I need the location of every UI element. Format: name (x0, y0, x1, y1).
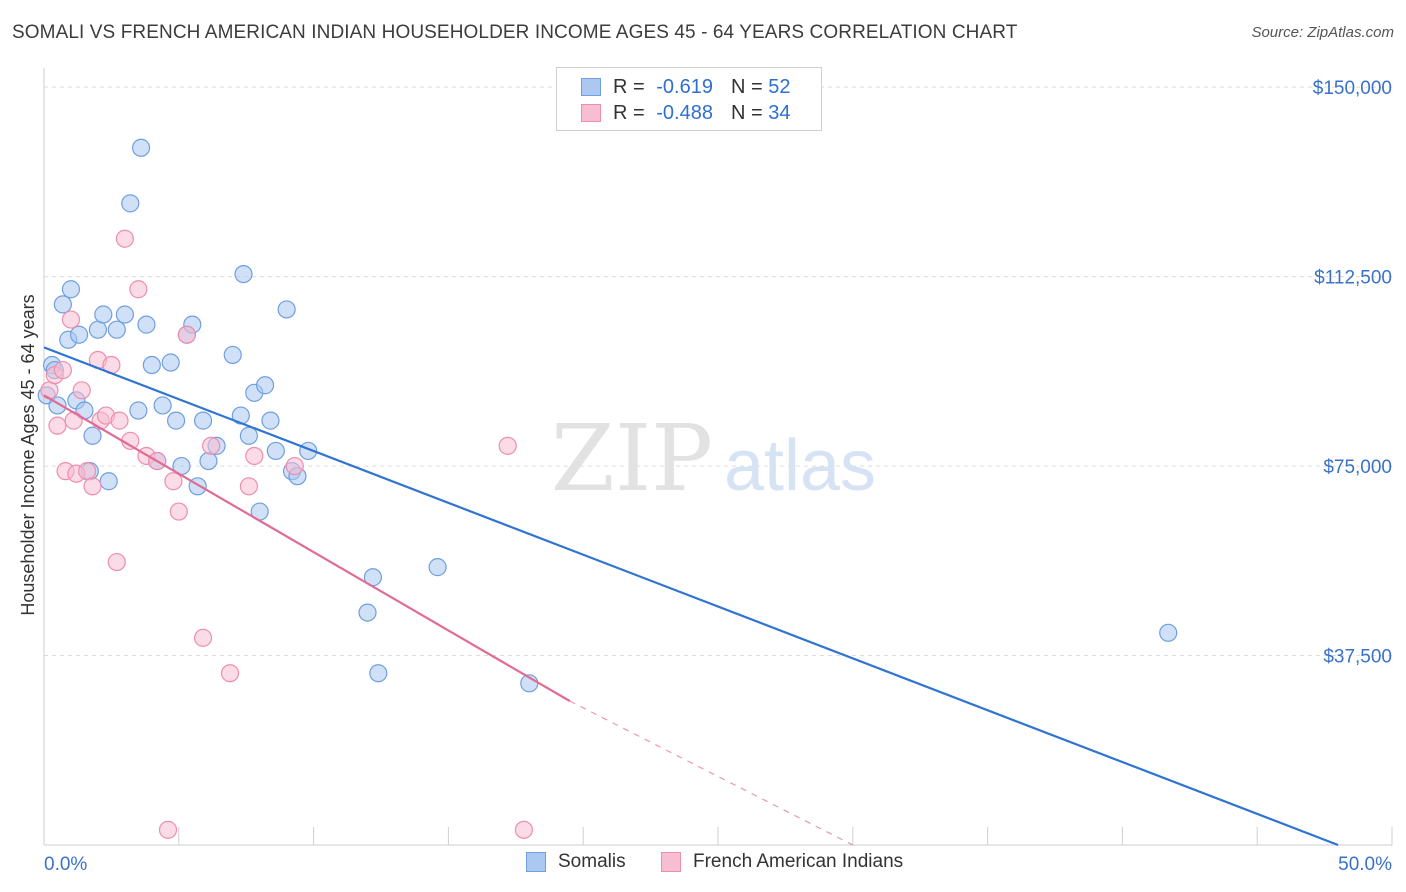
somali-point (142, 355, 161, 375)
data-points (37, 138, 1178, 839)
y-tick-label: $150,000 (1313, 78, 1392, 99)
french-trend-extension (569, 700, 854, 846)
legend-label-french: French American Indians (693, 851, 904, 872)
trend-lines (43, 346, 1339, 847)
french-swatch (581, 104, 601, 122)
somali-trend-line (43, 346, 1339, 847)
y-axis-label: Householder Income Ages 45 - 64 years (18, 294, 38, 615)
legend-row-somali: R = -0.619 N = 52 (581, 74, 790, 100)
legend-row-french: R = -0.488 N = 34 (581, 100, 790, 126)
somali-point (121, 194, 140, 213)
somali-point (83, 426, 102, 445)
french-point (53, 360, 72, 380)
french-point (115, 229, 134, 248)
somali-point (99, 472, 118, 491)
french-point (498, 436, 517, 455)
french-point (107, 552, 126, 572)
legend-r-value: -0.488 (656, 101, 713, 124)
legend-label-somalis: Somalis (558, 851, 626, 872)
somali-point (88, 320, 108, 339)
french-point (202, 436, 221, 455)
somali-point (193, 411, 213, 430)
french-point (61, 310, 81, 329)
french-point (48, 416, 67, 435)
somali-point (167, 411, 186, 430)
watermark-atlas: atlas (724, 426, 876, 506)
somali-point (255, 376, 275, 395)
chart-title: SOMALI VS FRENCH AMERICAN INDIAN HOUSEHO… (12, 22, 1018, 43)
y-tick-label: $37,500 (1323, 647, 1392, 668)
french-point (158, 820, 178, 839)
somali-point (234, 264, 253, 284)
watermark-zip: ZIP (551, 405, 713, 512)
somali-point (115, 305, 134, 324)
watermark: ZIP atlas (551, 405, 876, 512)
tick-labels: $150,000 $112,500 $75,000 $37,500 0.0% 50.0% (44, 78, 1392, 875)
legend-r-value: -0.619 (656, 75, 713, 98)
french-point (83, 477, 102, 496)
x-tick-label-min: 0.0% (44, 854, 87, 875)
french-point (40, 381, 59, 400)
french-point (177, 325, 196, 344)
somali-point (277, 300, 296, 319)
french-point (239, 477, 258, 496)
somali-swatch (526, 852, 546, 872)
somali-point (131, 138, 151, 157)
somali-point (428, 558, 447, 577)
somali-point (137, 315, 156, 334)
somali-point (369, 664, 388, 683)
french-point (193, 628, 213, 647)
legend-item-somalis[interactable]: Somalis (526, 851, 626, 873)
french-point (129, 280, 148, 299)
french-point (245, 446, 264, 466)
somali-point (61, 280, 81, 299)
french-point (78, 462, 97, 481)
french-trend-line (43, 394, 571, 702)
french-point (72, 381, 91, 400)
french-swatch (661, 852, 681, 872)
legend-n-label: N = (730, 75, 769, 98)
legend-n-value: 52 (768, 75, 791, 98)
somali-point (239, 426, 258, 445)
somali-point (266, 441, 285, 461)
french-point (220, 664, 240, 683)
legend-n-label: N = (730, 101, 769, 124)
series-legend: Somalis French American Indians (0, 851, 1406, 877)
somali-point (153, 396, 172, 415)
legend-r-label: R = (613, 101, 651, 124)
somali-point (1159, 623, 1178, 642)
somali-point (223, 345, 242, 365)
axes (43, 68, 1393, 846)
somali-point (199, 451, 218, 471)
source-label: Source: ZipAtlas.com (1251, 24, 1394, 41)
somali-point (161, 353, 180, 372)
french-point (64, 411, 83, 430)
somali-point (53, 295, 72, 314)
somali-point (129, 401, 148, 420)
legend-item-french[interactable]: French American Indians (661, 851, 903, 873)
french-point (164, 472, 183, 491)
grid (44, 86, 1392, 657)
somali-point (107, 320, 126, 339)
french-point (514, 820, 533, 839)
french-point (110, 411, 129, 430)
somali-point (358, 603, 377, 622)
french-point (169, 502, 188, 521)
legend-n-value: 34 (768, 101, 791, 124)
somali-point (261, 411, 280, 430)
somali-swatch (581, 78, 601, 96)
x-tick-label-max: 50.0% (1338, 854, 1392, 875)
legend-r-label: R = (613, 75, 651, 98)
y-tick-label: $112,500 (1314, 268, 1392, 289)
y-tick-label: $75,000 (1323, 457, 1392, 478)
somali-point (69, 325, 89, 344)
french-point (285, 456, 304, 476)
correlation-legend: R = -0.619 N = 52 R = -0.488 N = 34 (556, 67, 822, 131)
somali-point (94, 305, 113, 324)
